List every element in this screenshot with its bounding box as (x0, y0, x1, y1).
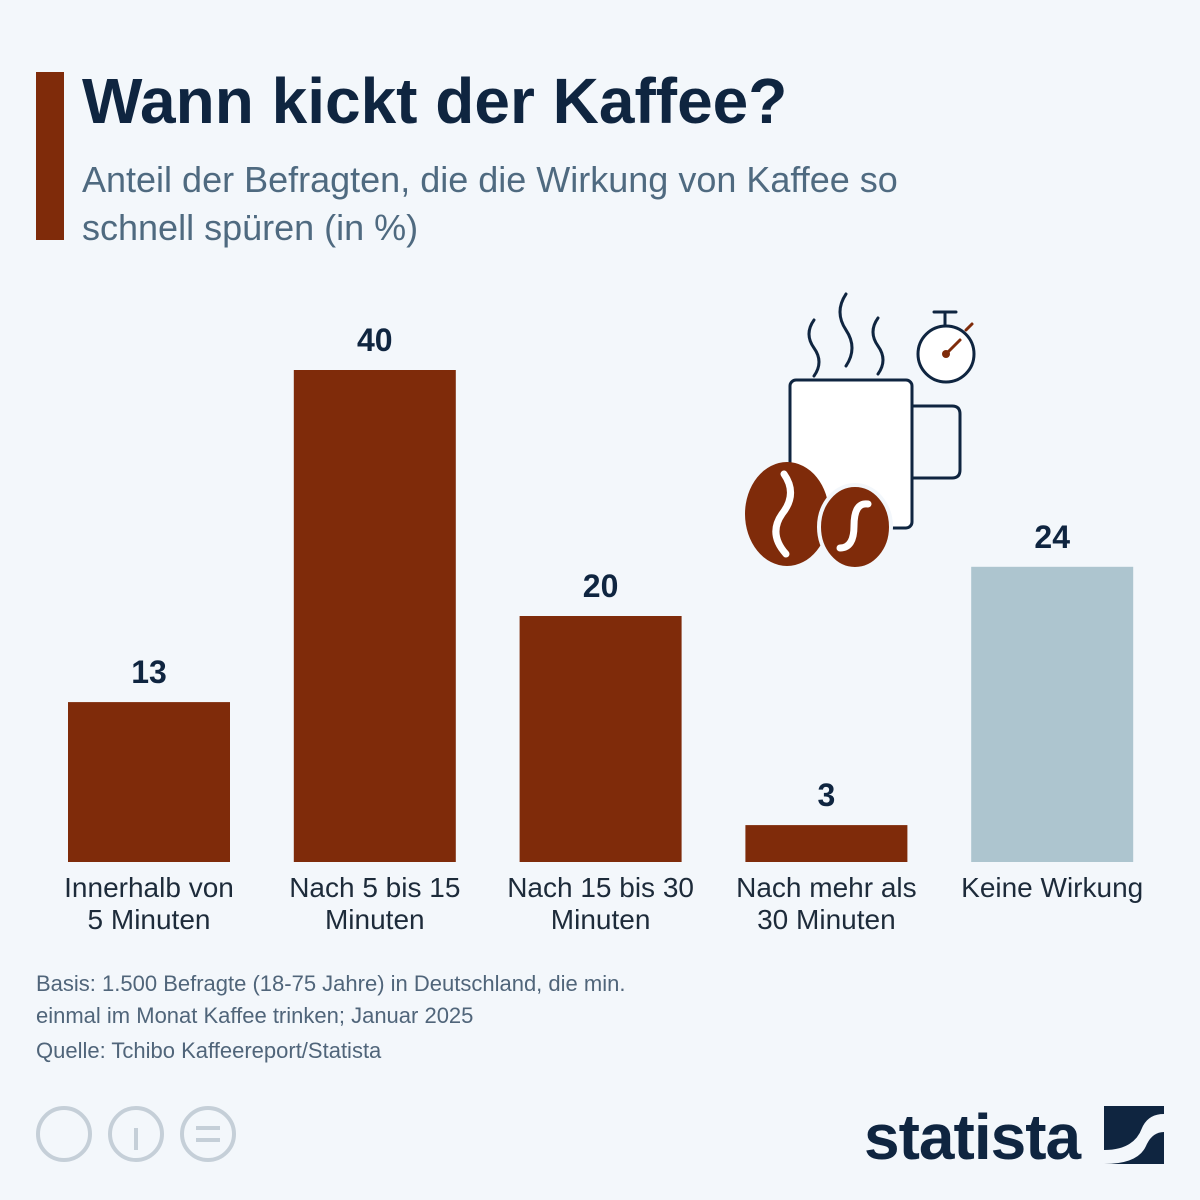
chart-subtitle: Anteil der Befragten, die die Wirkung vo… (82, 159, 898, 248)
footnote: Basis: 1.500 Befragte (18-75 Jahre) in D… (36, 971, 626, 1028)
x-tick-label: Nach mehr als 30 Minuten (736, 872, 917, 935)
x-tick-label: Innerhalb von 5 Minuten (64, 872, 234, 935)
brand-logo (1104, 1106, 1164, 1164)
x-tick-label: Keine Wirkung (961, 872, 1144, 903)
x-tick-label: Nach 5 bis 15 Minuten (289, 872, 461, 935)
value-label: 20 (582, 568, 619, 604)
bar (971, 566, 1134, 862)
value-label: 24 (1034, 518, 1070, 555)
brand: statista (864, 1101, 1081, 1173)
bar (519, 616, 682, 862)
x-tick-label: Nach 15 bis 30 Minuten (507, 872, 694, 935)
bar (68, 702, 230, 862)
value-label: 13 (131, 654, 167, 691)
coffee-beans (745, 462, 893, 571)
chart-title: Wann kickt der Kaffee? (82, 65, 788, 137)
bar (293, 370, 456, 862)
bar (745, 825, 908, 862)
value-label: 40 (357, 322, 393, 358)
license-icons (36, 1106, 236, 1162)
value-label: 3 (817, 777, 836, 814)
title-accent (36, 72, 64, 240)
source: Quelle: Tchibo Kaffeereport/Statista (36, 1038, 382, 1063)
